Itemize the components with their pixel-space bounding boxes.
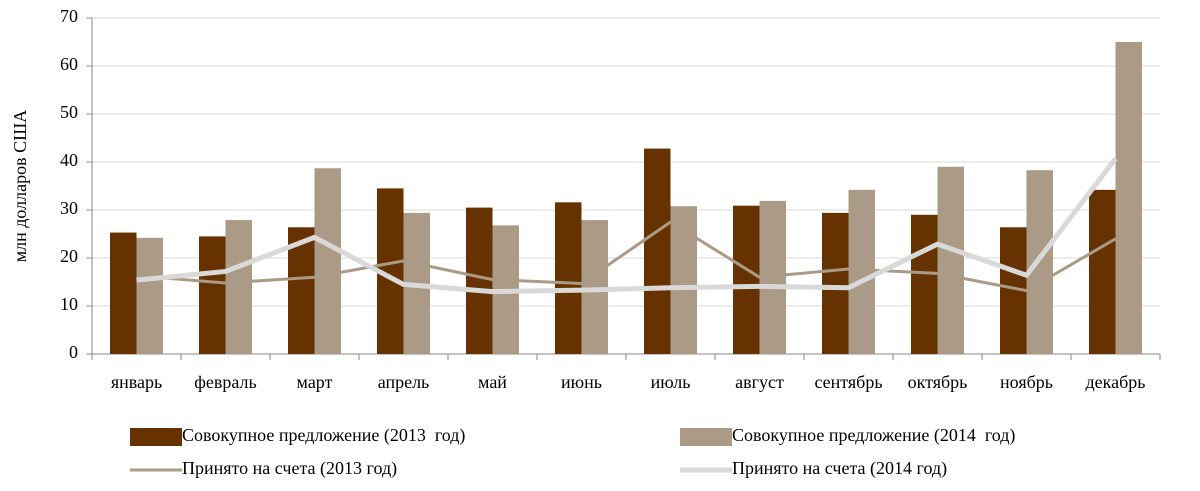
legend-swatch — [130, 428, 182, 446]
bar — [937, 166, 964, 354]
x-tick-label: июнь — [561, 372, 602, 392]
x-tick-label: май — [478, 372, 507, 392]
bar — [466, 207, 493, 354]
x-tick-label: июль — [651, 372, 691, 392]
y-tick-label: 70 — [60, 6, 78, 26]
x-tick-label: декабрь — [1086, 372, 1146, 392]
bar — [822, 212, 849, 354]
bar — [848, 189, 875, 354]
legend-label: Совокупное предложение (2014 год) — [732, 425, 1015, 446]
bar — [733, 205, 760, 354]
legend-label: Совокупное предложение (2013 год) — [182, 425, 465, 446]
bar — [911, 214, 938, 354]
bar — [199, 236, 226, 354]
legend-label: Принято на счета (2013 год) — [182, 458, 397, 479]
y-tick-label: 40 — [60, 150, 78, 170]
y-tick-label: 60 — [60, 54, 78, 74]
bar — [1089, 189, 1116, 354]
line — [136, 157, 1118, 295]
bar — [1026, 170, 1053, 354]
legend-label: Принято на счета (2014 год) — [732, 458, 947, 479]
x-tick-label: февраль — [194, 372, 257, 392]
bar — [644, 148, 671, 354]
y-tick-label: 50 — [60, 102, 78, 122]
y-tick-label: 0 — [69, 342, 78, 362]
x-tick-label: март — [297, 372, 333, 392]
bar — [581, 220, 608, 354]
y-tick-label: 30 — [60, 198, 78, 218]
bar — [314, 168, 341, 354]
bar — [670, 206, 697, 354]
y-axis-label: млн долларов США — [10, 110, 30, 263]
x-tick-label: август — [735, 372, 784, 392]
bar — [555, 202, 582, 354]
legend-swatch — [680, 428, 732, 446]
line — [136, 220, 1117, 293]
y-tick-label: 20 — [60, 246, 78, 266]
bar — [225, 220, 252, 354]
bar — [136, 237, 163, 354]
bar — [1115, 42, 1142, 354]
x-tick-label: январь — [111, 372, 162, 392]
bar — [110, 232, 137, 354]
y-tick-label: 10 — [60, 294, 78, 314]
x-tick-label: ноябрь — [1000, 372, 1053, 392]
x-tick-label: октябрь — [908, 372, 968, 392]
x-tick-label: сентябрь — [814, 372, 882, 392]
x-tick-label: апрель — [378, 372, 430, 392]
